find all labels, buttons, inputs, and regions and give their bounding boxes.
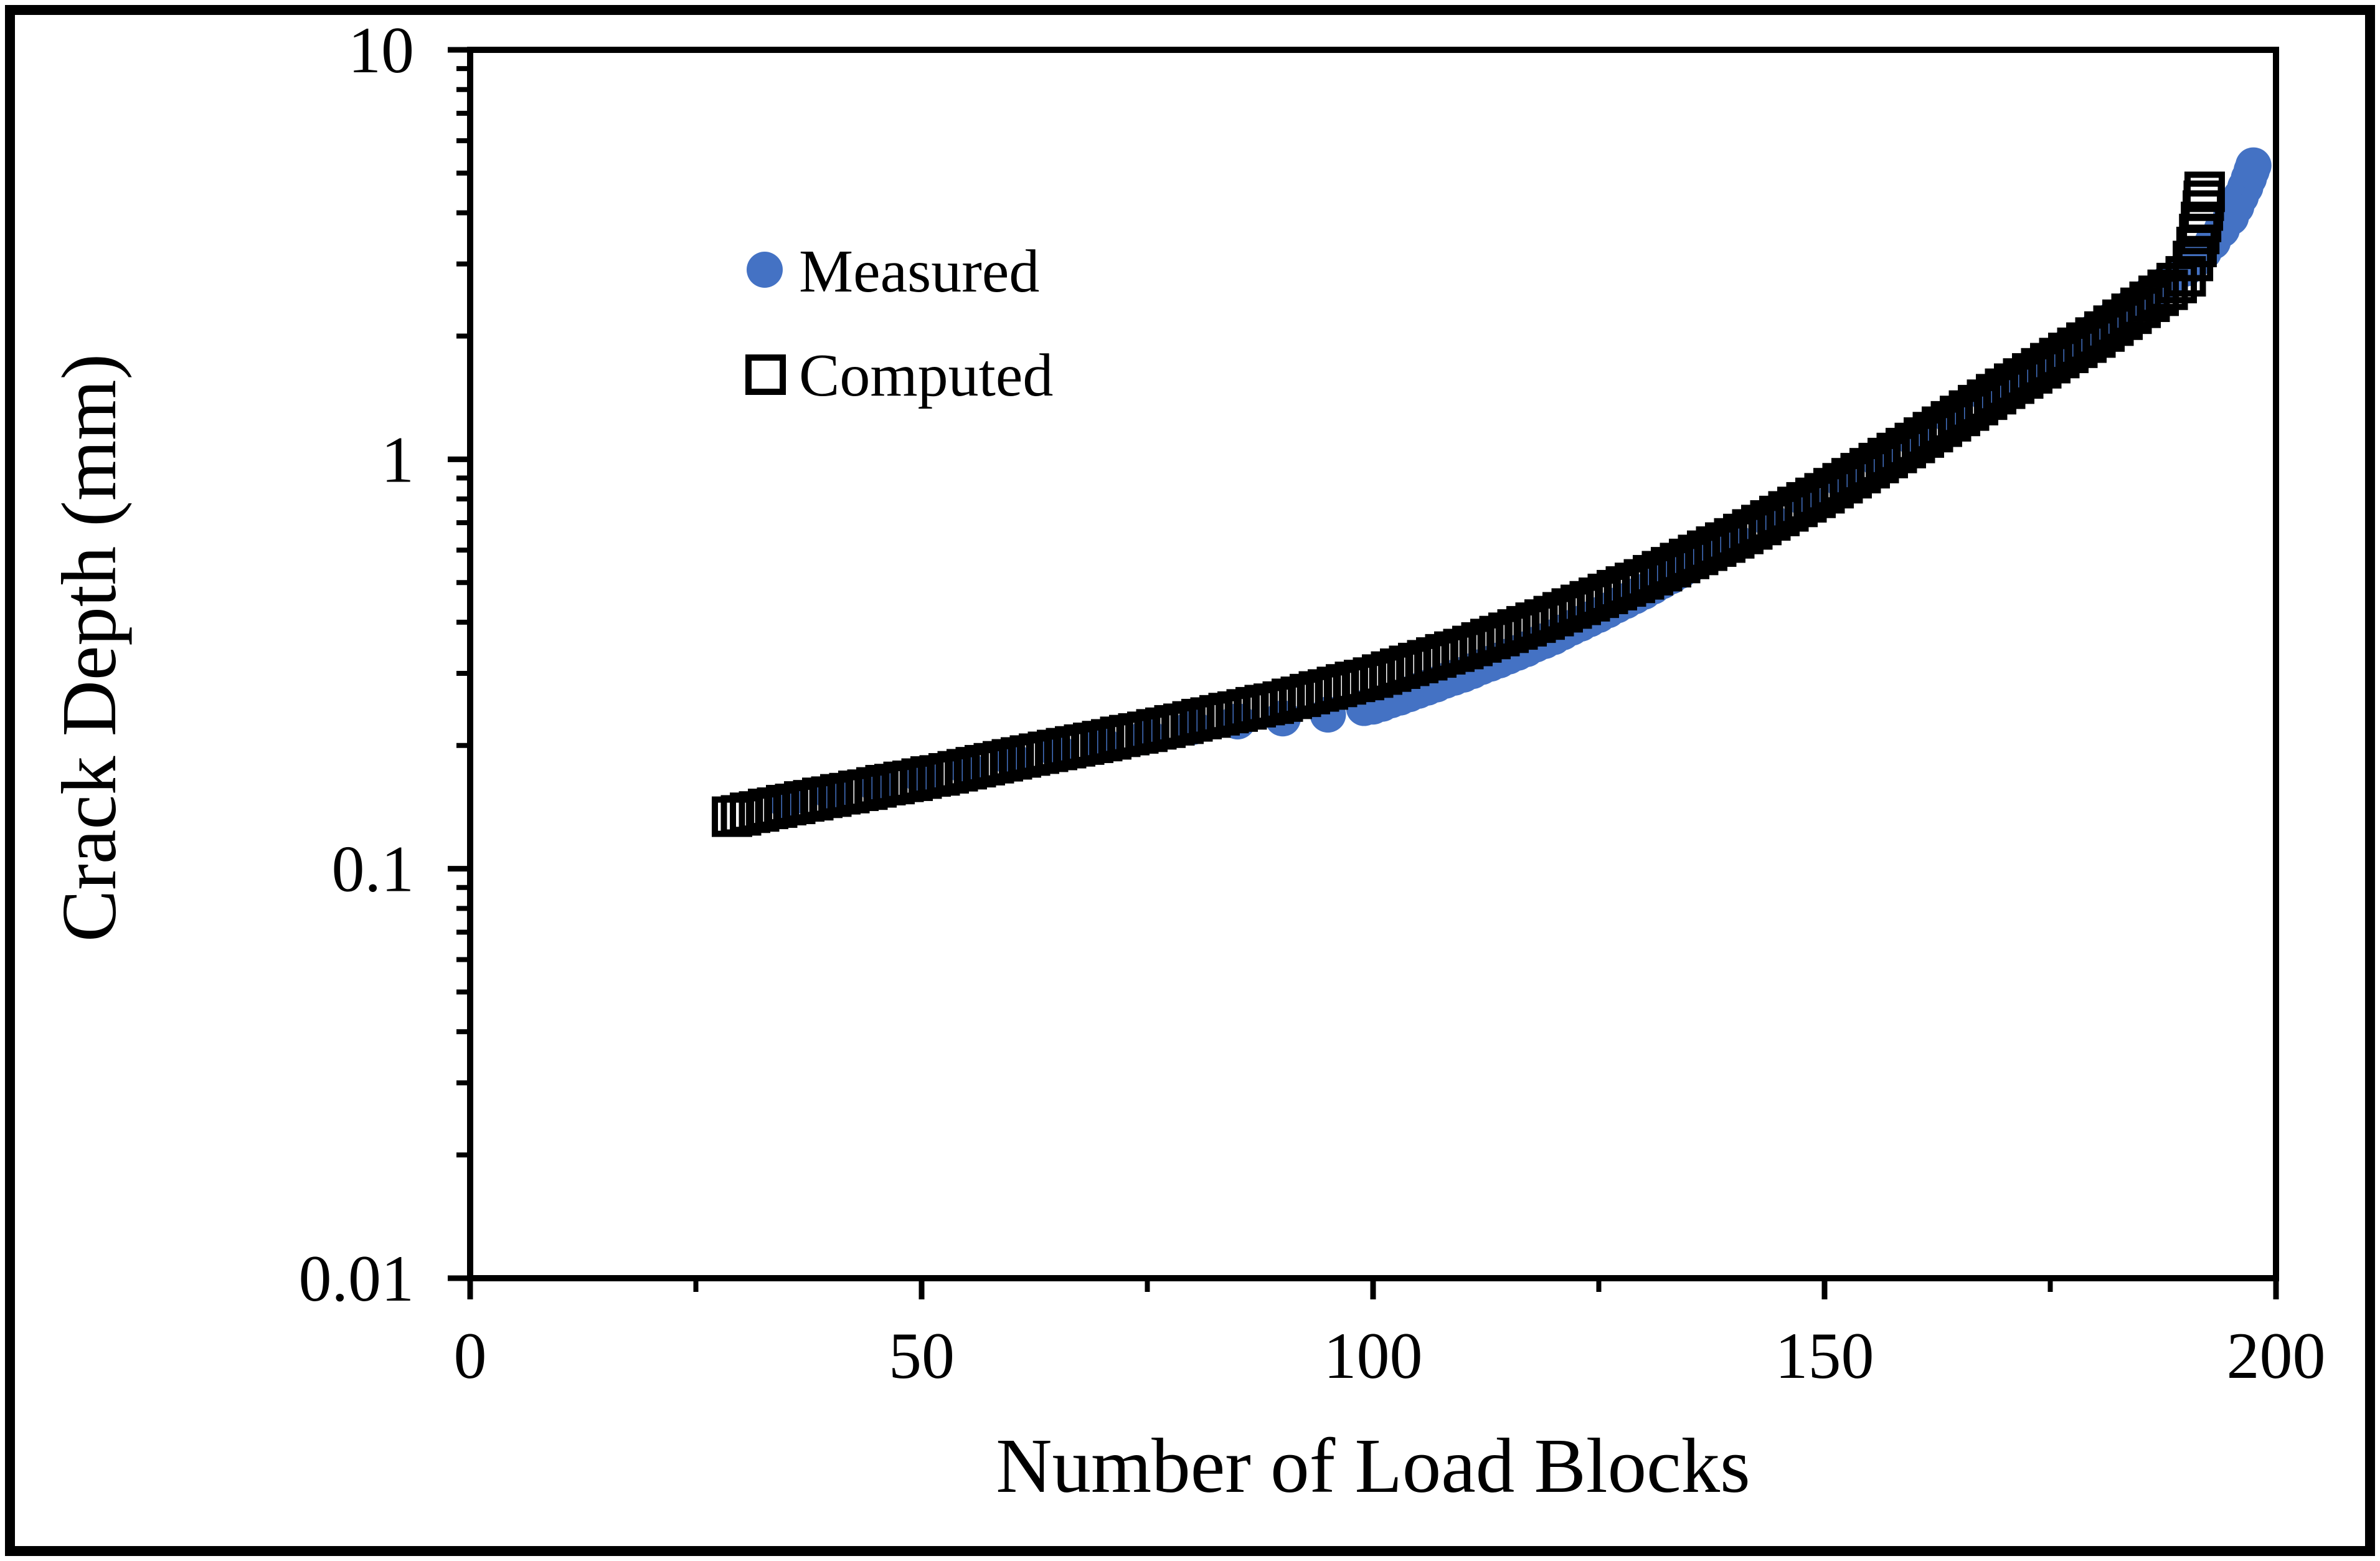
x-tick-label: 50 bbox=[889, 1319, 955, 1392]
x-tick-label: 0 bbox=[454, 1319, 487, 1392]
legend: Measured Computed bbox=[745, 238, 1053, 409]
data-point-measured bbox=[2235, 147, 2272, 184]
figure-border bbox=[5, 5, 2375, 1556]
y-tick-label: 0.1 bbox=[332, 833, 415, 906]
data-point-computed bbox=[2173, 240, 2214, 282]
x-axis-ticks: 0 50 100 150 200 bbox=[454, 1278, 2326, 1392]
y-tick-label: 1 bbox=[381, 423, 414, 496]
legend-computed-square-icon bbox=[745, 354, 786, 395]
x-tick-label: 100 bbox=[1324, 1319, 1423, 1392]
legend-measured-circle-icon bbox=[747, 252, 783, 288]
x-tick-label: 200 bbox=[2227, 1319, 2326, 1392]
data-point-computed bbox=[2184, 171, 2225, 212]
legend-label-computed: Computed bbox=[799, 342, 1053, 409]
y-axis-title: Crack Depth (mm) bbox=[47, 354, 133, 942]
y-axis-ticks: 10 1 0.1 0.01 bbox=[299, 14, 470, 1315]
x-axis-title: Number of Load Blocks bbox=[996, 1423, 1750, 1509]
y-tick-label: 0.01 bbox=[299, 1242, 415, 1315]
y-tick-label: 10 bbox=[348, 14, 414, 87]
x-tick-label: 150 bbox=[1775, 1319, 1874, 1392]
legend-label-measured: Measured bbox=[799, 238, 1039, 305]
series-computed bbox=[712, 171, 2225, 837]
